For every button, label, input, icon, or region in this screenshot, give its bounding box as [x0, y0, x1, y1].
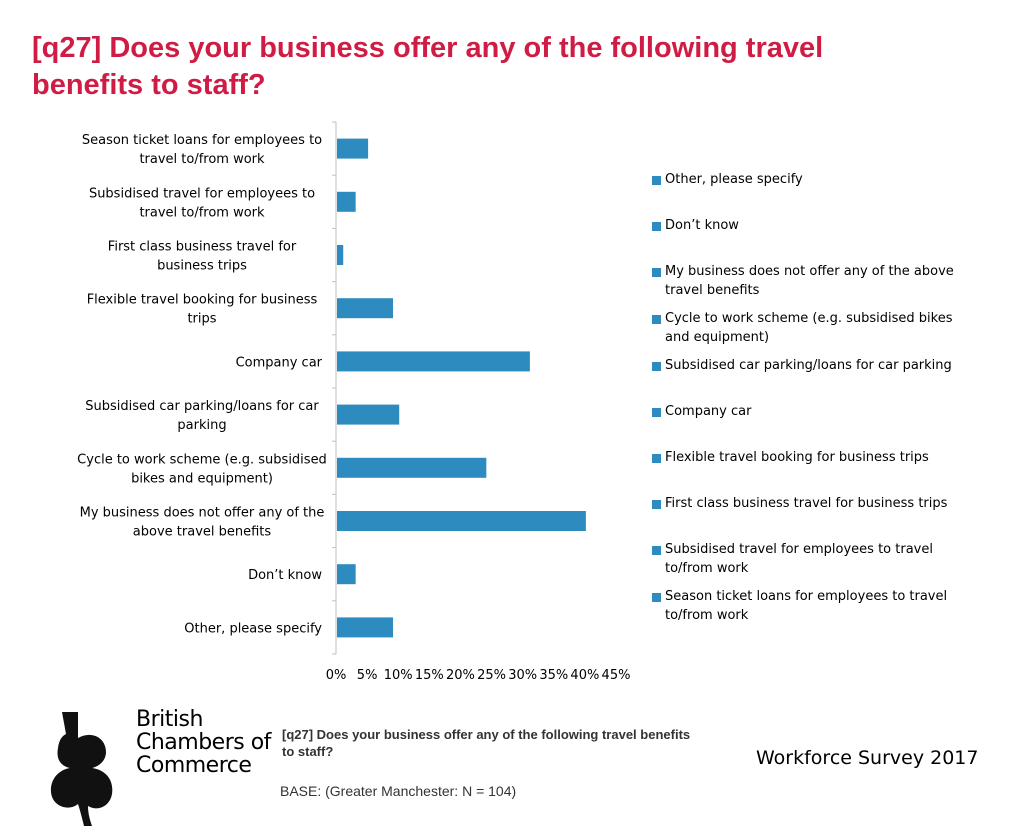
x-tick-label: 25%	[477, 668, 506, 683]
category-label: Other, please specify	[184, 621, 322, 636]
logo-line-2: Chambers of	[136, 730, 271, 755]
x-tick-label: 5%	[357, 668, 378, 683]
bcc-logo: British Chambers of Commerce	[48, 708, 278, 826]
survey-name: Workforce Survey 2017	[756, 747, 979, 769]
legend-item: Other, please specify	[652, 170, 982, 189]
category-label: Company car	[236, 355, 323, 370]
x-tick-label: 0%	[326, 668, 347, 683]
category-label: Don’t know	[248, 568, 322, 583]
legend-swatch	[652, 362, 661, 371]
legend-item: Subsidised car parking/loans for car par…	[652, 356, 982, 375]
bar-5	[337, 351, 530, 372]
category-label: First class business travel for business …	[108, 240, 297, 274]
legend-label: Season ticket loans for employees to tra…	[665, 589, 948, 623]
legend-swatch	[652, 546, 661, 555]
category-label: My business does not offer any of the abo…	[80, 506, 325, 540]
legend-label: My business does not offer any of the ab…	[665, 264, 954, 298]
page-title: [q27] Does your business offer any of th…	[32, 32, 824, 101]
x-tick-label: 40%	[570, 668, 599, 683]
legend-swatch	[652, 268, 661, 277]
bar-4	[337, 298, 393, 319]
footer-base: BASE: (Greater Manchester: N = 104)	[280, 783, 517, 799]
category-label: Subsidised travel for employees to travel…	[89, 186, 315, 220]
legend-swatch	[652, 408, 661, 417]
logo-line-3: Commerce	[136, 753, 252, 778]
legend-swatch	[652, 593, 661, 602]
bar-8	[337, 511, 586, 531]
legend-item: My business does not offer any of the ab…	[652, 262, 982, 300]
bcc-logo-icon	[50, 712, 113, 826]
bar-chart: Season ticket loans for employees to trav…	[77, 121, 631, 683]
footer-question: [q27] Does your business offer any of th…	[282, 727, 691, 759]
bar-6	[337, 404, 400, 425]
logo-wordmark: British Chambers of Commerce	[136, 708, 271, 777]
bar-1	[337, 138, 369, 159]
legend-item: Company car	[652, 402, 982, 421]
legend-label: Company car	[665, 404, 752, 419]
logo-line-1: British	[136, 707, 203, 732]
x-tick-label: 20%	[446, 668, 475, 683]
x-tick-label: 45%	[602, 668, 631, 683]
legend-swatch	[652, 500, 661, 509]
legend-swatch	[652, 315, 661, 324]
bar-2	[337, 191, 356, 212]
legend-item: Season ticket loans for employees to tra…	[652, 587, 982, 625]
bar-9	[337, 564, 356, 585]
legend-label: Subsidised car parking/loans for car par…	[665, 358, 952, 373]
bar-7	[337, 457, 487, 478]
category-label: Flexible travel booking for business trip…	[87, 293, 318, 327]
legend-label: Subsidised travel for employees to trave…	[665, 542, 933, 576]
legend-item: Don’t know	[652, 216, 982, 235]
legend-label: Other, please specify	[665, 172, 803, 187]
legend-swatch	[652, 454, 661, 463]
category-label: Cycle to work scheme (e.g. subsidised bik…	[77, 452, 327, 486]
legend-label: Flexible travel booking for business tri…	[665, 450, 929, 465]
legend-swatch	[652, 222, 661, 231]
legend-item: Subsidised travel for employees to trave…	[652, 540, 982, 578]
legend-item: First class business travel for business…	[652, 494, 982, 513]
x-tick-label: 30%	[508, 668, 537, 683]
legend-item: Cycle to work scheme (e.g. subsidised bi…	[652, 309, 982, 347]
x-tick-label: 15%	[415, 668, 444, 683]
category-label: Season ticket loans for employees to trav…	[82, 133, 322, 167]
bar-3	[337, 245, 344, 265]
x-tick-label: 35%	[539, 668, 568, 683]
bar-10	[337, 617, 393, 638]
legend-label: Cycle to work scheme (e.g. subsidised bi…	[665, 311, 953, 345]
category-label: Subsidised car parking/loans for car park…	[85, 399, 319, 433]
x-tick-label: 10%	[384, 668, 413, 683]
legend-item: Flexible travel booking for business tri…	[652, 448, 982, 467]
legend-label: Don’t know	[665, 218, 739, 233]
legend-label: First class business travel for business…	[665, 496, 948, 511]
legend-swatch	[652, 176, 661, 185]
